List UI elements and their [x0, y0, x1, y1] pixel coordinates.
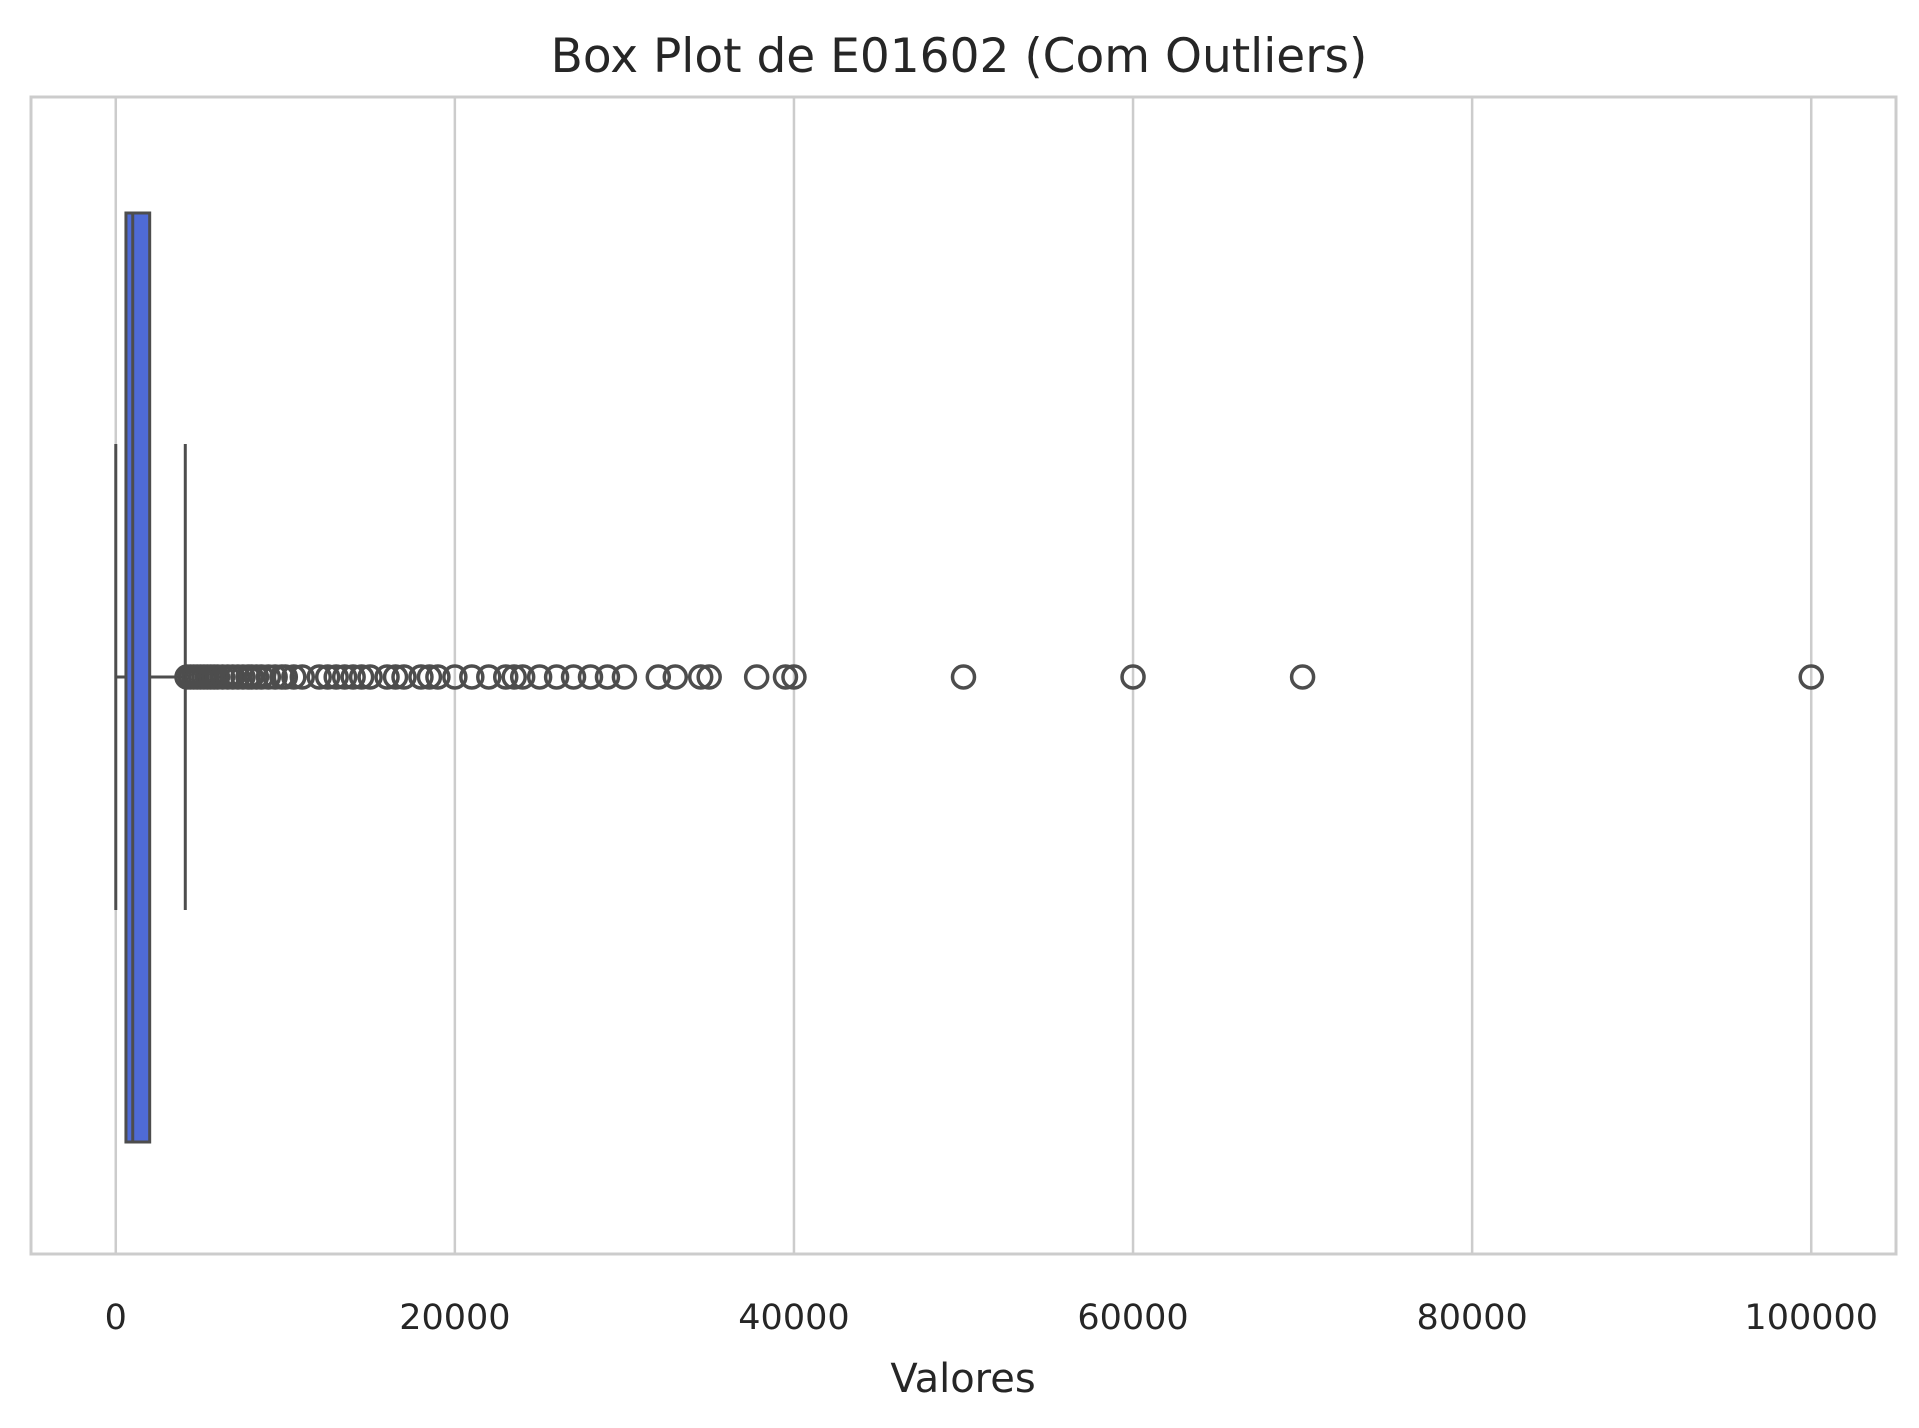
outlier-point — [408, 664, 434, 690]
outlier-point — [425, 664, 451, 690]
outlier-point — [442, 664, 468, 690]
outlier-point — [1120, 664, 1146, 690]
x-tick-label: 100000 — [1744, 1298, 1878, 1338]
x-tick-label: 40000 — [738, 1298, 849, 1338]
outlier-point — [323, 664, 349, 690]
outlier-point — [331, 664, 358, 690]
outlier-point — [262, 664, 288, 690]
plot-frame — [29, 95, 1898, 1256]
outlier-point — [476, 664, 502, 690]
x-tick-label: 60000 — [1077, 1298, 1188, 1338]
grid-layer — [114, 97, 1813, 1254]
outlier-point — [501, 664, 527, 690]
outlier-point — [357, 664, 383, 690]
outlier-layer — [174, 664, 1824, 690]
x-axis-label: Valores — [890, 1356, 1035, 1402]
outlier-point — [306, 664, 332, 690]
outlier-point — [492, 664, 519, 690]
outlier-point — [696, 664, 722, 690]
outlier-point — [611, 664, 638, 690]
outlier-point — [459, 664, 485, 690]
outlier-point — [950, 664, 977, 690]
outlier-point — [526, 664, 553, 690]
outlier-point — [348, 664, 375, 690]
tick-layer: 0 20000 40000 60000 80000 100000 — [105, 1298, 1878, 1338]
outlier-point — [594, 664, 621, 690]
outlier-point — [374, 664, 400, 690]
outlier-point — [1289, 664, 1316, 690]
outlier-point — [781, 664, 807, 690]
outlier-point — [687, 664, 714, 690]
outlier-point — [391, 664, 417, 690]
outlier-point — [772, 664, 799, 690]
box-layer — [114, 211, 187, 1144]
x-tick-label: 80000 — [1416, 1298, 1527, 1338]
outlier-point — [577, 664, 604, 690]
outlier-point — [560, 664, 587, 690]
outlier-point — [340, 664, 366, 690]
outlier-point — [416, 664, 443, 690]
outlier-point — [743, 664, 770, 690]
chart-title: Box Plot de E01602 (Com Outliers) — [551, 29, 1368, 84]
outlier-point — [314, 664, 341, 690]
outlier-point — [281, 664, 307, 690]
x-tick-label: 20000 — [399, 1298, 510, 1338]
outlier-point — [662, 664, 689, 690]
iqr-box — [124, 211, 152, 1144]
x-tick-label: 0 — [105, 1298, 127, 1338]
outlier-point — [272, 664, 299, 690]
outlier-point — [645, 664, 672, 690]
outlier-point — [382, 664, 409, 690]
outlier-point — [509, 664, 536, 690]
outlier-point — [1798, 664, 1824, 690]
outlier-point — [543, 664, 570, 690]
outlier-point — [255, 664, 282, 690]
outlier-point — [289, 664, 316, 690]
